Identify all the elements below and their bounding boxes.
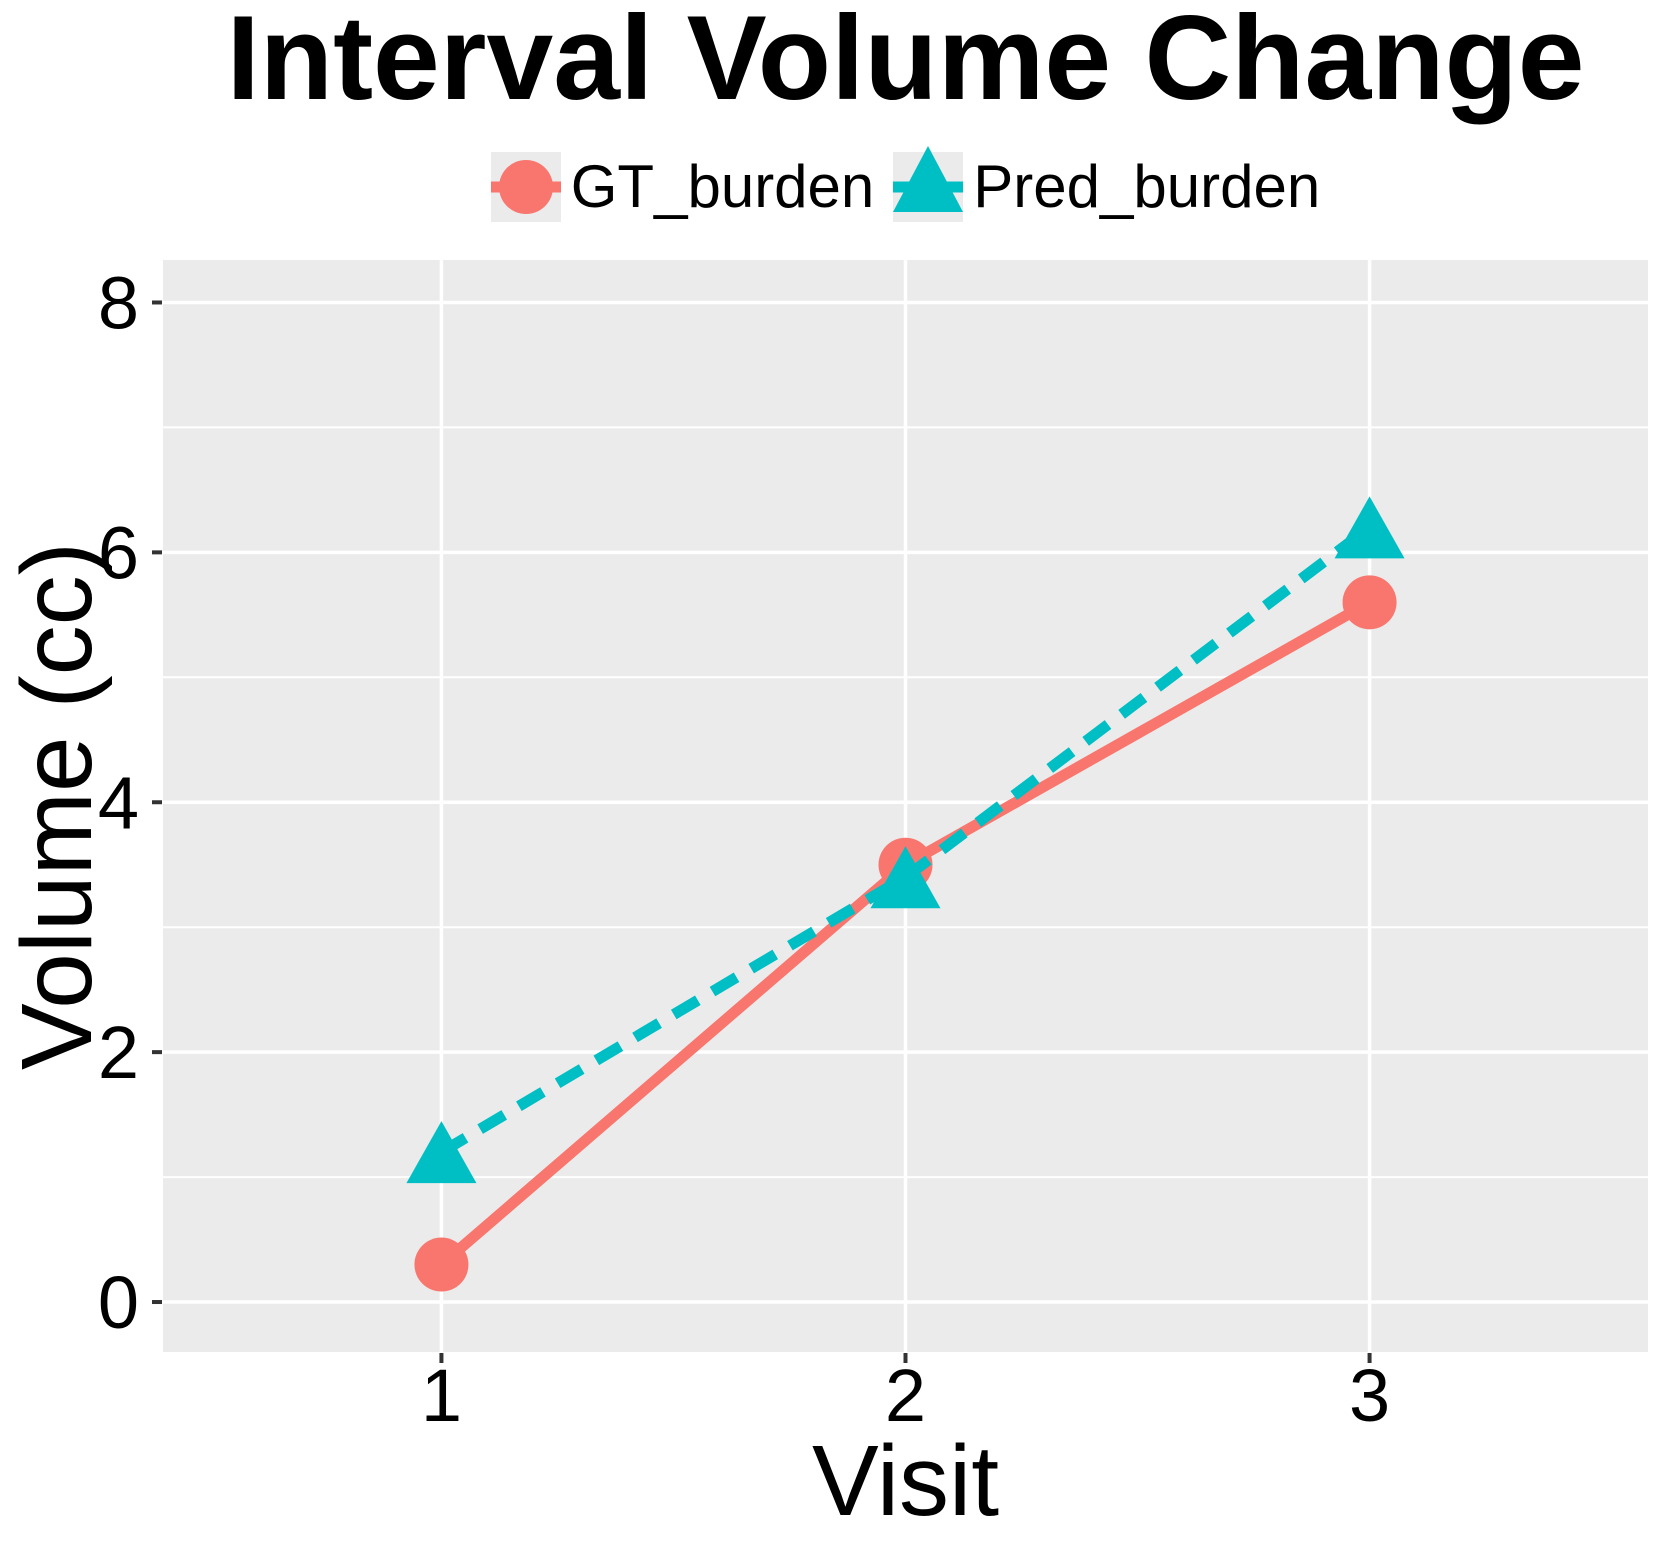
legend-item-Pred_burden: Pred_burden [893,146,1321,222]
data-point-circle-GT_burden [414,1237,469,1292]
y-tick-label: 4 [98,761,139,844]
legend-label: Pred_burden [973,153,1321,220]
legend-key-triangle-icon [893,146,964,222]
y-tick-label: 8 [98,261,139,344]
x-axis-title: Visit [811,1425,1000,1537]
series-line-Pred_burden [438,522,1373,1157]
chart-title: Interval Volume Change [226,0,1585,125]
legend-label: GT_burden [570,153,875,220]
x-tick-label: 3 [1349,1354,1390,1437]
data-point-circle-GT_burden [1342,575,1397,630]
legend-key-circle-icon [490,152,561,222]
y-axis-title: Volume (cc) [1,542,113,1070]
x-tick-label: 1 [421,1354,462,1437]
legend-item-GT_burden: GT_burden [490,152,875,222]
y-tick-label: 6 [98,511,139,594]
y-tick-label: 0 [98,1261,139,1344]
data-point-triangle-Pred_burden [406,1121,477,1184]
data-point-triangle-Pred_burden [870,846,941,909]
x-tick-label: 2 [885,1354,926,1437]
data-point-triangle-Pred_burden [1334,496,1405,559]
legend: GT_burden Pred_burden [163,146,1648,224]
y-tick-label: 2 [98,1011,139,1094]
